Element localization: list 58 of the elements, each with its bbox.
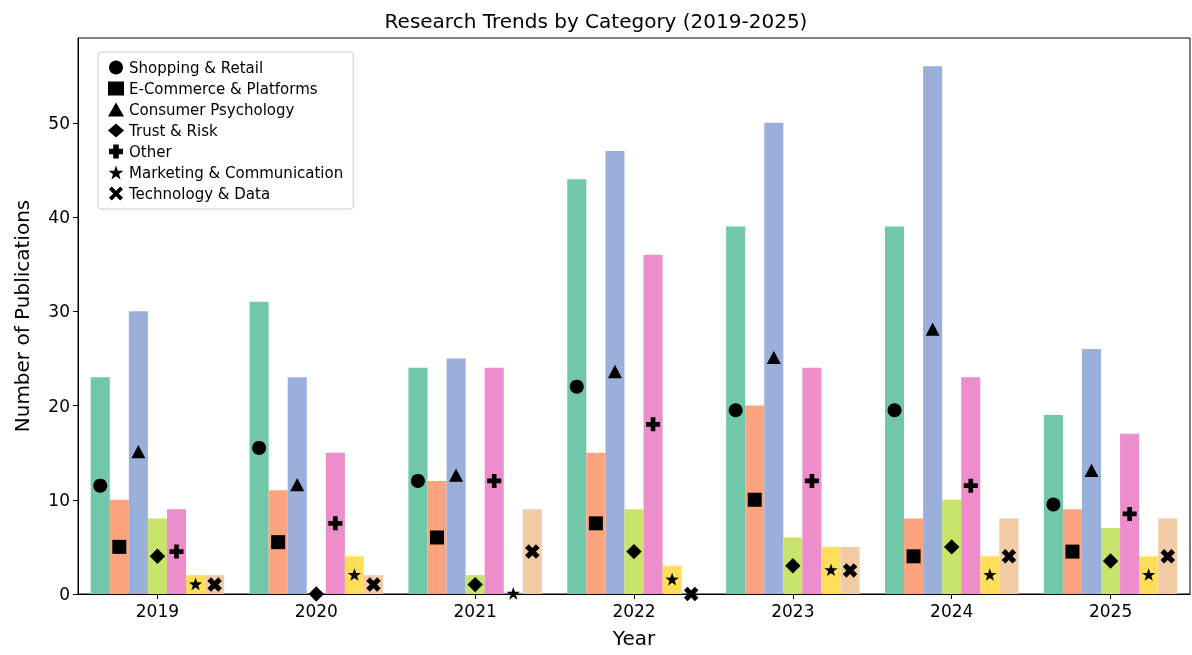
bar	[484, 367, 504, 594]
y-tick-label: 0	[59, 584, 70, 604]
bar	[344, 556, 364, 594]
bar	[287, 377, 307, 594]
bar	[1120, 433, 1140, 594]
bar	[522, 509, 542, 594]
x-tick-label: 2024	[930, 600, 974, 621]
legend-label: Technology & Data	[128, 184, 271, 203]
bar	[1043, 414, 1063, 594]
bar	[1139, 556, 1159, 594]
x-tick-label: 2021	[453, 600, 497, 621]
y-tick-label: 20	[48, 395, 70, 416]
bar	[999, 518, 1019, 594]
bar	[745, 405, 765, 594]
bar	[166, 509, 187, 594]
bar	[802, 367, 822, 594]
x-tick-label: 2019	[135, 600, 180, 621]
bar	[942, 499, 962, 594]
x-tick-label: 2025	[1088, 600, 1133, 621]
legend-label: Consumer Psychology	[129, 100, 295, 119]
bar	[427, 480, 447, 594]
bar	[1081, 348, 1102, 594]
y-axis-title: Number of Publications	[10, 199, 34, 433]
y-tick-label: 50	[48, 112, 70, 133]
x-tick-label: 2022	[612, 600, 656, 621]
bar	[567, 179, 587, 594]
legend-label: Other	[129, 142, 173, 161]
bar	[923, 66, 943, 594]
legend-label: Marketing & Communication	[129, 163, 344, 182]
bar	[408, 367, 428, 594]
bar	[90, 377, 110, 594]
bar	[446, 358, 466, 594]
bar	[643, 254, 663, 594]
bar	[764, 122, 784, 594]
x-tick-label: 2023	[771, 600, 815, 621]
y-tick-label: 30	[48, 301, 70, 322]
bar	[128, 311, 148, 594]
legend-label: Shopping & Retail	[129, 58, 264, 77]
bar	[249, 301, 269, 594]
bar	[586, 452, 606, 594]
bar	[980, 556, 1000, 594]
bar	[961, 377, 981, 594]
y-tick-label: 10	[48, 489, 70, 510]
bar	[624, 509, 644, 594]
bar	[147, 518, 167, 594]
y-tick-label: 40	[48, 207, 70, 228]
legend-label: E-Commerce & Platforms	[129, 79, 318, 98]
bar	[325, 452, 345, 594]
legend-label: Trust & Risk	[128, 121, 218, 140]
x-axis-title: Year	[611, 626, 656, 650]
bar	[821, 546, 841, 594]
bar	[1158, 518, 1178, 594]
chart-title: Research Trends by Category (2019-2025)	[384, 9, 808, 33]
bar	[884, 226, 905, 594]
bar	[662, 565, 682, 594]
bar	[726, 226, 746, 594]
x-tick-label: 2020	[294, 600, 338, 621]
bar	[605, 151, 625, 594]
